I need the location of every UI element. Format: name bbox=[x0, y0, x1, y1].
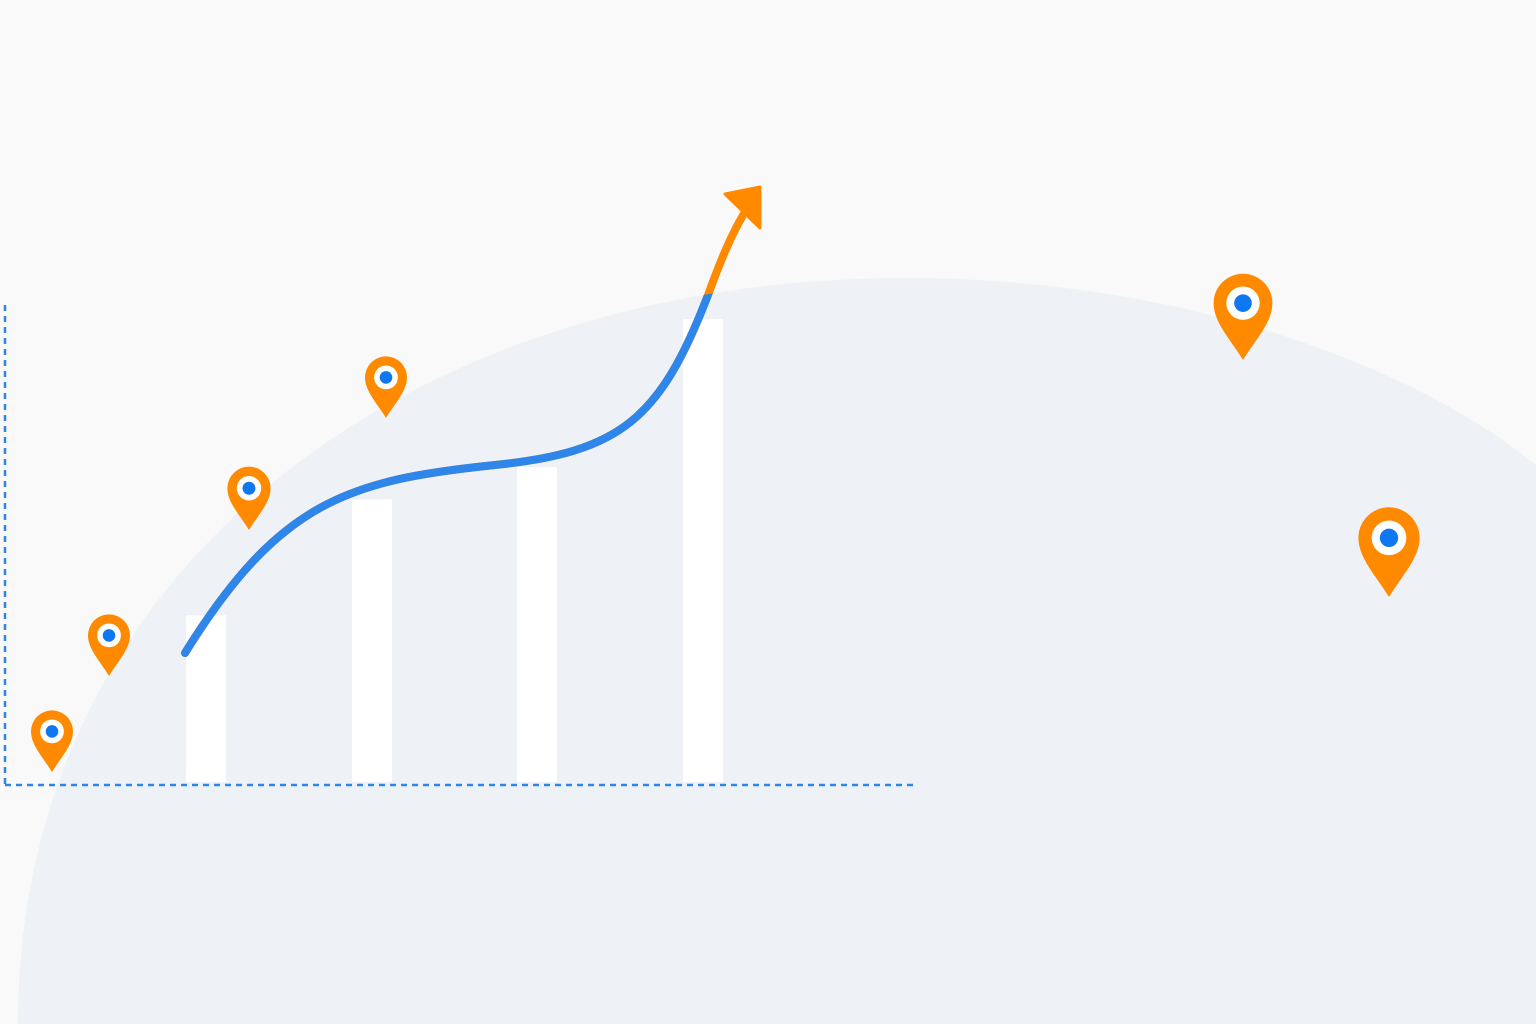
bar bbox=[683, 319, 723, 782]
growth-curve bbox=[181, 185, 762, 657]
arrow-up-right-icon bbox=[723, 185, 762, 230]
growth-line bbox=[181, 278, 752, 657]
bar bbox=[352, 499, 392, 782]
map-pin-icon bbox=[1358, 507, 1420, 597]
backdrop-dome bbox=[18, 278, 1536, 1024]
map-pin-icon bbox=[88, 614, 130, 676]
map-pin-icon bbox=[31, 710, 73, 772]
map-pin-icon bbox=[1213, 273, 1273, 360]
bar bbox=[517, 467, 557, 782]
map-pin-icon bbox=[365, 356, 407, 418]
map-pin-icon bbox=[227, 466, 271, 530]
pin-group bbox=[31, 273, 1420, 772]
bar-group bbox=[186, 319, 723, 782]
